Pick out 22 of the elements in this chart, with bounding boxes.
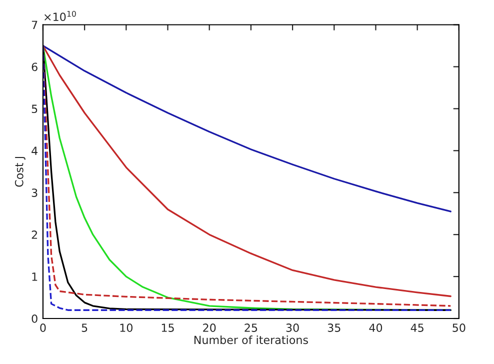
x-tick-label: 30 (286, 324, 299, 332)
y-tick-label: 3 (32, 188, 38, 197)
x-tick-label: 50 (452, 324, 466, 332)
text: ×10$^{10}$ (44, 10, 76, 22)
y-tick-label: 4 (32, 146, 38, 155)
y-tick-label: 1 (32, 272, 38, 281)
y-tick-label: 7 (32, 20, 38, 29)
x-tick-label: 10 (120, 324, 132, 332)
x-tick-label: 40 (369, 324, 382, 332)
y-tick-label: 5 (32, 104, 38, 114)
x-tick-label: 35 (328, 324, 340, 332)
y-tick-label: 0 (32, 314, 38, 323)
x-tick-label: 0 (40, 324, 46, 332)
y-tick-label: 6 (32, 62, 38, 72)
y-axis-title: Cost J (14, 156, 26, 187)
x-tick-label: 45 (410, 324, 424, 332)
x-tick-label: 25 (244, 324, 258, 332)
x-tick-label: 15 (162, 324, 174, 332)
y-tick-label: 2 (32, 230, 38, 239)
x-axis-title: Number of iterations (194, 336, 308, 344)
x-tick-label: 5 (82, 324, 88, 332)
x-tick-label: 20 (203, 324, 216, 332)
